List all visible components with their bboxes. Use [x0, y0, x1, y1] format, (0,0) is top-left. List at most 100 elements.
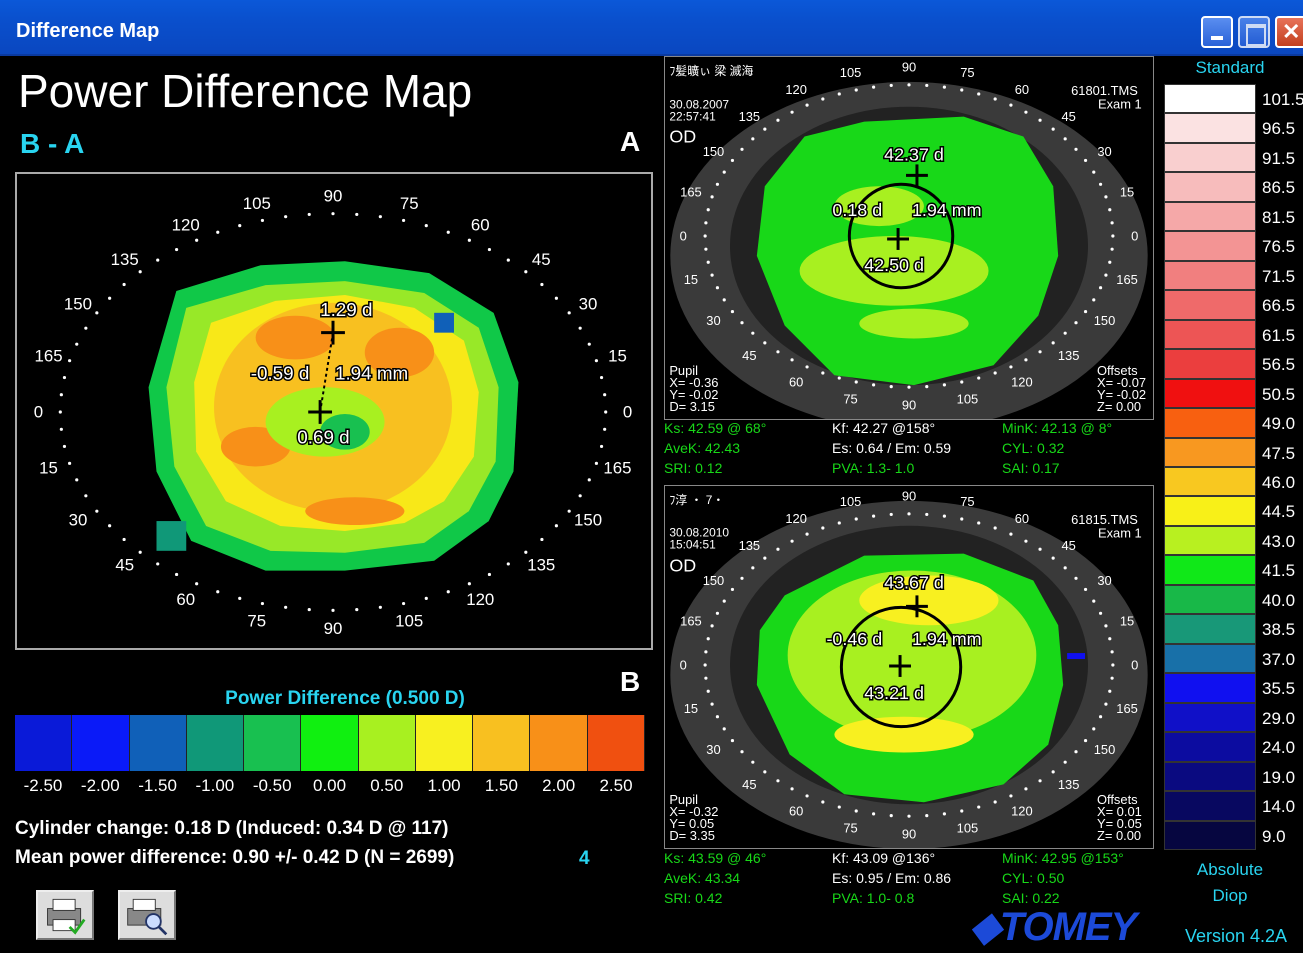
dial-dot — [524, 270, 528, 274]
dial-dot — [1110, 221, 1114, 225]
dial-dot — [1110, 650, 1114, 654]
dial-dot — [854, 88, 858, 92]
minimize-icon[interactable] — [1201, 16, 1233, 48]
legend-value: 41.5 — [1262, 561, 1296, 581]
dial-dot — [837, 521, 841, 525]
exam-a-pva: PVA: 1.3- 1.0 — [832, 460, 915, 476]
dial-dot — [722, 298, 726, 302]
legend-swatch — [1164, 614, 1256, 644]
dial-angle-label: 75 — [843, 392, 857, 407]
dial-dot — [704, 676, 708, 680]
color-legend — [1164, 84, 1258, 850]
dial-angle-label: 90 — [324, 186, 343, 205]
maximize-icon[interactable] — [1238, 16, 1270, 48]
dial-dot — [837, 805, 841, 809]
dial-angle-label: 120 — [785, 511, 807, 526]
legend-swatch — [1164, 525, 1256, 556]
exam-b-stats: Ks: 43.59 @ 46° Kf: 43.09 @136° MinK: 42… — [664, 850, 1154, 910]
scale-label: 1.50 — [484, 776, 518, 795]
dial-angle-label: 45 — [1061, 109, 1075, 124]
dial-dot — [554, 524, 558, 528]
dial-dot — [1110, 676, 1114, 680]
dial-dot — [402, 218, 406, 223]
legend-title[interactable]: Standard — [1195, 58, 1265, 77]
exam-b-offsets: Offsets X= 0.01 Y= 0.05 Z= 0.00 — [1097, 792, 1142, 843]
exam-b-ks: Ks: 43.59 @ 46° — [664, 850, 767, 866]
exam-a-exam: Exam 1 — [1098, 97, 1142, 112]
legend-value: 101.5 — [1262, 90, 1303, 109]
dial-dot — [1074, 147, 1078, 151]
dial-dot — [1051, 127, 1055, 131]
dial-angle-label: 165 — [1116, 701, 1138, 716]
dial-dot — [763, 341, 767, 345]
power-difference-labels: -2.50 -2.00 -1.50 -1.00 -0.50 0.00 0.50 1.00 1.5… — [15, 776, 655, 796]
legend-value: 9.0 — [1262, 826, 1286, 846]
print-preview-button[interactable] — [118, 890, 176, 940]
dial-dot — [1063, 331, 1067, 335]
dial-angle-label: 90 — [902, 397, 916, 412]
difference-map[interactable]: 90 75 60 45 30 15 0 165 150 135 120 105 90 75 60 45 30 15… — [15, 172, 653, 650]
offsets-x: X= 0.01 — [1097, 804, 1142, 819]
dial-dot — [715, 611, 720, 615]
legend-swatch — [1164, 349, 1256, 379]
dial-angle-label: 30 — [1097, 573, 1111, 588]
dial-dot — [710, 273, 714, 277]
legend-diop[interactable]: Diop — [1212, 886, 1248, 905]
dial-dot — [763, 556, 767, 560]
dial-dot — [776, 547, 780, 551]
dial-angle-label: 45 — [742, 777, 756, 792]
dial-dot — [703, 663, 707, 667]
close-icon[interactable] — [1275, 16, 1303, 48]
dial-dot — [740, 750, 744, 754]
scale-label: -2.00 — [80, 776, 120, 795]
exam-b-pupil: Pupil X= -0.32 Y= 0.05 D= 3.35 — [669, 792, 718, 843]
dial-dot — [1083, 587, 1088, 592]
exam-a-map[interactable]: 90 75 60 45 30 15 0 165 150 135 120 105 90 75 60 45 30 15… — [664, 56, 1154, 420]
dial-angle-label: 15 — [1120, 185, 1134, 200]
dial-dot — [740, 321, 744, 325]
exam-b-time: 15:04:51 — [669, 538, 716, 552]
dial-dot — [68, 461, 72, 465]
dial-dot — [977, 92, 981, 96]
print-button[interactable] — [36, 890, 94, 940]
dial-dot — [1024, 787, 1028, 791]
dial-angle-label: 15 — [684, 701, 698, 716]
dial-dot — [1074, 576, 1078, 580]
dial-dot — [68, 359, 72, 363]
dial-angle-label: 45 — [742, 348, 756, 363]
dial-dot — [706, 689, 710, 693]
dial-angle-label: 60 — [1015, 82, 1029, 97]
apex-markers — [308, 320, 345, 424]
brand-name: TOMEY — [999, 905, 1138, 949]
dial-dot — [402, 601, 406, 606]
scale-label: -0.50 — [252, 776, 292, 795]
dial-dot — [195, 582, 199, 586]
exam-a-date: 30.08.2007 — [669, 98, 729, 112]
dial-dot — [1104, 624, 1108, 628]
dial-dot — [524, 550, 528, 554]
dial-dot — [1074, 321, 1078, 325]
exam-b-apex-bottom: 43.21 d — [864, 683, 924, 703]
dial-dot — [540, 537, 544, 542]
dial-dot — [960, 517, 964, 521]
exam-b-map[interactable]: 90 75 60 45 30 15 0 165 150 135 120 105 90 75 60 45 30 15… — [664, 485, 1154, 849]
dial-dot — [805, 103, 809, 107]
dial-dot — [1083, 310, 1088, 314]
dial-dot — [1038, 350, 1042, 354]
legend-value: 86.5 — [1262, 178, 1296, 198]
dial-angle-label: 165 — [680, 614, 702, 629]
dial-dot — [704, 650, 708, 654]
dial-dot — [331, 212, 335, 216]
dial-dot — [977, 521, 981, 525]
pupil-y: Y= 0.05 — [669, 816, 714, 831]
dial-angle-label: 150 — [703, 573, 725, 588]
apex-top-label: 1.29 d — [320, 299, 372, 320]
dial-dot — [977, 376, 981, 380]
exam-b-apex-top: 43.67 d — [884, 572, 944, 592]
legend-swatch — [1164, 437, 1256, 467]
legend-absolute[interactable]: Absolute — [1196, 860, 1264, 879]
offsets-x: X= -0.07 — [1097, 375, 1146, 390]
zone-b4 — [1067, 653, 1086, 660]
dial-dot — [587, 478, 591, 482]
dial-angle-label: 165 — [603, 459, 631, 478]
